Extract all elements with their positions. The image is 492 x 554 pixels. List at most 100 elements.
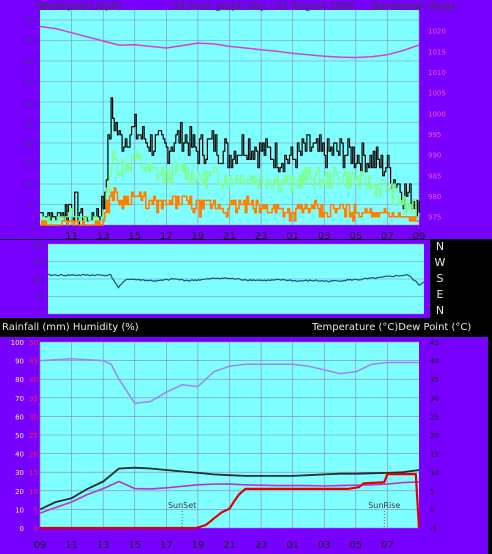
windspeed-tick-label: 10	[25, 181, 34, 189]
temperature-line	[39, 466, 420, 511]
dewpoint-line	[39, 480, 420, 514]
humidity-tick-label: 100	[11, 339, 24, 347]
bottom-x-tick-label: 05	[349, 540, 362, 551]
wind-speed-line	[40, 150, 420, 226]
barometer-tick-label: 995	[428, 131, 441, 139]
bottom-x-tick-label: 07	[381, 540, 394, 551]
bottom-x-tick-label: 19	[192, 540, 205, 551]
direction-degree-label: 270	[33, 260, 45, 267]
humidity-tick-label: 50	[15, 432, 24, 440]
temperature-tick-label: 40	[430, 358, 439, 366]
rainfall-tick-label: 30	[29, 413, 38, 421]
top-x-tick-label: 17	[160, 231, 173, 242]
rainfall-tick-label: 10	[29, 488, 38, 496]
rainfall-line	[40, 473, 421, 530]
rainfall-tick-label: 15	[29, 469, 38, 477]
windspeed-tick-label: 5	[30, 202, 34, 210]
bottom-frame-edge	[488, 337, 492, 554]
direction-degree-label: 180	[33, 277, 45, 284]
temp-dew-axis-title: Temperature (°C)Dew Point (°C)	[311, 322, 471, 333]
bottom-x-tick-label: 15	[128, 540, 141, 551]
humidity-tick-label: 10	[15, 506, 24, 514]
top-x-tick-label: 03	[318, 231, 331, 242]
barometer-axis-title: Barometer (hpa)	[372, 1, 455, 12]
top-x-tick-label: 13	[97, 231, 110, 242]
temperature-tick-label: 5	[430, 488, 434, 496]
bottom-x-tick-label: 09	[34, 540, 47, 551]
compass-label: E	[437, 288, 444, 301]
temperature-tick-label: 15	[430, 451, 439, 459]
sun-annotation-label: SunRise	[368, 501, 400, 510]
humidity-tick-label: 60	[15, 413, 24, 421]
rainfall-tick-label: 20	[29, 451, 38, 459]
compass-label: N	[436, 304, 444, 317]
top-x-tick-label: 05	[349, 231, 362, 242]
direction-degree-label: 90	[36, 295, 44, 302]
rainfall-tick-label: 25	[29, 432, 38, 440]
chart-title: 24 hour graph day : 07 August 2020	[173, 1, 355, 12]
temperature-tick-label: 30	[430, 395, 439, 403]
top-x-tick-label: 15	[128, 231, 141, 242]
rainfall-tick-label: 45	[29, 358, 38, 366]
top-x-tick-label: 23	[255, 231, 268, 242]
rainfall-tick-label: 50	[29, 339, 38, 347]
rainfall-tick-label: 5	[34, 506, 38, 514]
temperature-tick-label: 0	[430, 506, 434, 514]
bottom-x-tick-label: 17	[160, 540, 173, 551]
compass-label: N	[436, 240, 444, 253]
barometer-tick-label: 1020	[428, 28, 446, 36]
barometer-tick-label: 985	[428, 172, 441, 180]
windspeed-tick-label: 20	[25, 140, 34, 148]
top-x-tick-label: 07	[381, 231, 394, 242]
windspeed-tick-label: 40	[25, 58, 34, 66]
barometer-tick-label: 990	[428, 152, 441, 160]
rainfall-tick-label: 40	[29, 376, 38, 384]
bottom-x-tick-label: 21	[223, 540, 236, 551]
windspeed-axis-title: Windspeed (kph)	[37, 1, 122, 12]
series-layer	[39, 25, 425, 530]
bottom-x-tick-label: 23	[255, 540, 268, 551]
windspeed-tick-label: 0	[30, 222, 34, 230]
humidity-tick-label: 30	[15, 469, 24, 477]
rain-humidity-axis-title: Rainfall (mm) Humidity (%)	[2, 322, 139, 333]
direction-degree-label: 360	[33, 242, 45, 249]
temperature-tick-label: -5	[430, 525, 437, 533]
barometer-tick-label: 980	[428, 193, 441, 201]
temperature-tick-label: 25	[430, 413, 439, 421]
barometer-tick-label: 1000	[428, 110, 446, 118]
temperature-tick-label: 10	[430, 469, 439, 477]
barometer-tick-label: 1010	[428, 69, 446, 77]
barometer-tick-label: 1005	[428, 90, 446, 98]
humidity-tick-label: 80	[15, 376, 24, 384]
wind-gust-line	[40, 97, 420, 226]
top-x-tick-label: 19	[192, 231, 205, 242]
humidity-line	[39, 357, 419, 405]
humidity-tick-label: 20	[15, 488, 24, 496]
temperature-tick-label: 20	[430, 432, 439, 440]
barometer-line	[39, 25, 420, 59]
direction-degree-label: 0	[40, 312, 44, 319]
barometer-tick-label: 1015	[428, 48, 446, 56]
humidity-tick-label: 70	[15, 395, 24, 403]
humidity-tick-label: 90	[15, 358, 24, 366]
humidity-tick-label: 40	[15, 451, 24, 459]
tick-layer: 11 13 15 17 19 21 23 01 03 05 07 090510152025303540…	[11, 17, 446, 551]
windspeed-tick-label: 15	[25, 161, 34, 169]
temperature-tick-label: 35	[430, 376, 439, 384]
barometer-tick-label: 975	[428, 214, 441, 222]
wind-direction-line	[47, 273, 425, 289]
top-x-tick-label: 11	[65, 231, 78, 242]
compass-label: S	[437, 272, 444, 285]
windspeed-tick-label: 45	[25, 38, 34, 46]
bottom-x-tick-label: 13	[97, 540, 110, 551]
rainfall-tick-label: 0	[34, 525, 38, 533]
top-x-tick-label: 21	[223, 231, 236, 242]
temperature-tick-label: 45	[430, 339, 439, 347]
bottom-x-tick-label: 03	[318, 540, 331, 551]
windspeed-tick-label: 50	[25, 17, 34, 25]
wind-average-line	[40, 187, 419, 226]
top-x-tick-label: 01	[286, 231, 299, 242]
rainfall-tick-label: 35	[29, 395, 38, 403]
